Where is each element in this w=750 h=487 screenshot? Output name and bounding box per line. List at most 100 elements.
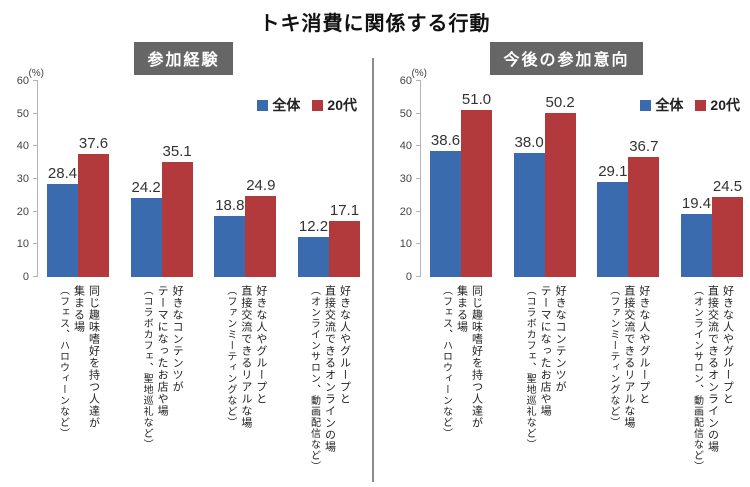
bar-group: 12.2 17.1 <box>297 202 360 277</box>
value-label: 50.2 <box>545 94 575 112</box>
panel-header-wrap: 今後の参加意向 <box>385 42 748 75</box>
legend-label: 全体 <box>272 97 301 113</box>
category-cell: 同じ趣味嗜好を持つ人達が 集まる場 （フェス、ハロウィーンなど） <box>47 285 109 485</box>
category-label-line: （オンラインサロン、動画配信など） <box>308 285 320 472</box>
category-label: 好きな人やグループと 直接交流できるオンラインの場 （オンラインサロン、動画配信など… <box>689 285 734 485</box>
plot-area: 全体 20代 38.6 51.0 38.0 50.2 29.1 36.7 19.4 24.5 <box>421 81 748 277</box>
bar-chart: (%) 0 10 20 30 40 50 60 全体 20代 38.6 51.0 38.0 50.2… <box>385 68 748 283</box>
y-tick-mark <box>33 145 38 147</box>
value-label: 28.4 <box>47 165 78 183</box>
y-tick-mark <box>33 178 38 179</box>
y-tick-label: 20 <box>399 205 412 218</box>
y-tick-mark <box>416 210 421 212</box>
category-cell: 同じ趣味嗜好を持つ人達が 集まる場 （フェス、ハロウィーンなど） <box>430 285 492 485</box>
bar-series2-cat1: 51.0 <box>461 91 492 277</box>
bar-series2-cat2: 50.2 <box>544 94 576 277</box>
y-tick-mark <box>33 243 38 245</box>
value-label: 17.1 <box>329 202 360 220</box>
y-tick-label: 40 <box>399 140 412 153</box>
page-title: トキ消費に関係する行動 <box>259 13 491 35</box>
bar-group: 38.0 50.2 <box>513 94 576 277</box>
bar-group: 24.2 35.1 <box>130 143 193 277</box>
category-label-line: （フェス、ハロウィーンなど） <box>440 285 452 439</box>
legend-swatch <box>695 99 707 111</box>
legend: 全体 20代 <box>257 95 357 115</box>
category-label-line: 直接交流できるリアルな場 <box>622 285 635 429</box>
legend-swatch <box>312 99 324 111</box>
category-label-line: （コラボカフェ、聖地巡礼など） <box>141 285 153 450</box>
category-label-line: 好きな人やグループと <box>721 285 734 405</box>
category-row: 同じ趣味嗜好を持つ人達が 集まる場 （フェス、ハロウィーンなど） 好きなコンテンツがテ… <box>38 277 365 485</box>
legend-label: 全体 <box>655 97 684 113</box>
bar-series2-cat3: 24.9 <box>245 177 277 277</box>
plot-area: 全体 20代 28.4 37.6 24.2 35.1 18.8 24.9 12.2 17.1 <box>38 81 365 277</box>
y-tick-mark <box>33 210 38 212</box>
bar-series1-cat3: 29.1 <box>597 163 629 277</box>
category-cell: 好きな人やグループと 直接交流できるオンラインの場 （オンラインサロン、動画配信など… <box>298 285 360 485</box>
category-label: 好きな人やグループと 直接交流できるリアルな場 （ファンミーティングなど） <box>606 285 651 485</box>
bar-series2-cat2: 35.1 <box>161 143 193 277</box>
value-label: 38.6 <box>430 131 461 149</box>
category-label-line: 好きな人やグループと <box>338 285 351 405</box>
y-tick-label: 50 <box>16 107 29 120</box>
category-label-line: （ファンミーティングなど） <box>224 285 236 428</box>
bar-series1-cat2: 24.2 <box>130 179 162 277</box>
y-tick-label: 20 <box>16 205 29 218</box>
y-axis-unit-label: (%) <box>411 68 427 79</box>
category-label-line: （フェス、ハロウィーンなど） <box>57 285 69 439</box>
legend-label: 20代 <box>710 97 740 113</box>
y-axis-line <box>420 81 421 277</box>
y-tick-label: 50 <box>399 107 412 120</box>
y-tick-label: 30 <box>399 173 412 185</box>
panel-future-intention: 今後の参加意向 (%) 0 10 20 30 40 50 60 全体 20代 38.6 51.0… <box>375 42 750 485</box>
panels-container: 参加経験 (%) 0 10 20 30 40 50 60 全体 20代 28.4 37.6 24.… <box>0 42 750 485</box>
bar-series2-cat4: 17.1 <box>328 202 360 277</box>
panel-divider-line <box>372 58 374 482</box>
category-label: 好きな人やグループと 直接交流できるオンラインの場 （オンラインサロン、動画配信など… <box>306 285 351 485</box>
value-label: 19.4 <box>681 194 712 212</box>
value-label: 36.7 <box>629 138 659 156</box>
category-label-line: 集まる場 <box>72 285 85 333</box>
y-tick-mark <box>416 145 421 147</box>
bar-group: 29.1 36.7 <box>597 138 660 277</box>
y-tick-mark <box>416 243 421 245</box>
category-cell: 好きな人やグループと 直接交流できるリアルな場 （ファンミーティングなど） <box>597 285 659 485</box>
bar-series1-cat4: 19.4 <box>680 195 712 277</box>
panel-header-badge: 今後の参加意向 <box>490 42 643 75</box>
category-label-line: 好きなコンテンツが <box>171 285 184 393</box>
bar-series1-cat3: 18.8 <box>214 197 246 277</box>
bar-series2-cat3: 36.7 <box>628 138 660 277</box>
bar-series2-cat1: 37.6 <box>78 135 109 277</box>
category-label-line: 集まる場 <box>455 285 468 333</box>
y-tick-label: 40 <box>16 140 29 153</box>
panel-header-badge: 参加経験 <box>134 42 233 75</box>
y-tick-mark <box>33 80 38 81</box>
category-cell: 好きなコンテンツが テーマになったお店や場 （コラボカフェ、聖地巡礼など） <box>514 285 576 485</box>
category-label: 同じ趣味嗜好を持つ人達が 集まる場 （フェス、ハロウィーンなど） <box>56 285 101 485</box>
y-tick-label: 60 <box>399 75 412 87</box>
category-label-line: 好きな人やグループと <box>637 285 650 405</box>
y-axis-unit-label: (%) <box>28 68 44 79</box>
legend-item: 全体 <box>257 95 300 115</box>
bar-series2-cat4: 24.5 <box>711 178 743 277</box>
bar-group: 18.8 24.9 <box>214 177 277 277</box>
value-label: 38.0 <box>514 133 544 151</box>
value-label: 24.9 <box>246 176 276 194</box>
bar-series1-cat1: 28.4 <box>47 165 78 277</box>
category-label-line: 直接交流できるオンラインの場 <box>323 285 336 453</box>
bar-group: 38.6 51.0 <box>430 91 492 277</box>
category-cell: 好きな人やグループと 直接交流できるリアルな場 （ファンミーティングなど） <box>214 285 276 485</box>
legend-item: 全体 <box>640 95 683 115</box>
y-tick-mark <box>416 276 421 277</box>
legend: 全体 20代 <box>640 95 740 115</box>
value-label: 35.1 <box>162 143 192 161</box>
bar-series1-cat2: 38.0 <box>513 134 545 277</box>
panel-participation-experience: 参加経験 (%) 0 10 20 30 40 50 60 全体 20代 28.4 37.6 24.… <box>0 42 375 485</box>
bar-series1-cat4: 12.2 <box>297 218 329 277</box>
legend-item: 20代 <box>312 95 357 115</box>
category-label-line: テーマになったお店や場 <box>539 285 552 417</box>
panel-header-wrap: 参加経験 <box>2 42 365 75</box>
y-tick-mark <box>416 112 421 114</box>
category-label: 好きなコンテンツが テーマになったお店や場 （コラボカフェ、聖地巡礼など） <box>522 285 567 485</box>
bar-group: 19.4 24.5 <box>680 178 743 277</box>
